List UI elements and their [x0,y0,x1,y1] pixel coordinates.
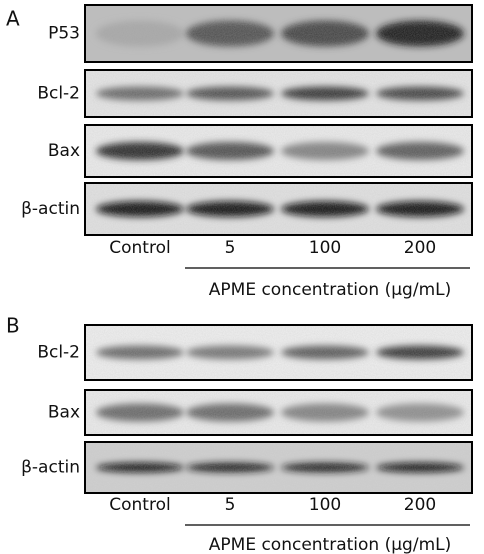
lane-label: 5 [225,495,236,515]
row-label: Bcl-2 [37,343,80,363]
row-label: P53 [48,24,80,44]
blot-frame [84,124,473,178]
row-label: Bcl-2 [37,84,80,104]
lane-label: 100 [309,238,341,258]
row-label: β-actin [21,458,80,478]
blot-noise [85,325,472,380]
blot-strip [84,69,473,118]
blot-noise [85,70,472,117]
blot-noise [85,125,472,177]
x-axis-label: APME concentration (μg/mL) [209,535,451,554]
blot-frame [84,182,473,236]
blot-noise [85,390,472,435]
blot-noise [85,442,472,493]
row-label: β-actin [21,199,80,219]
blot-frame [84,324,473,381]
blot-noise [85,183,472,235]
blot-frame [84,389,473,436]
blot-strip [84,4,473,63]
blot-strip [84,389,473,436]
blot-noise [85,5,472,62]
blot-strip [84,441,473,494]
lane-label: 200 [404,495,436,515]
row-label: Bax [48,141,80,161]
lane-label: Control [109,495,170,515]
lane-label: 5 [225,238,236,258]
lane-label: 100 [309,495,341,515]
blot-strip [84,124,473,178]
blot-frame [84,441,473,494]
panel-label: A [6,7,20,31]
blot-frame [84,69,473,118]
blot-strip [84,324,473,381]
panel-label: B [6,314,20,338]
blot-frame [84,4,473,63]
blot-strip [84,182,473,236]
row-label: Bax [48,403,80,423]
x-axis-label: APME concentration (μg/mL) [209,280,451,300]
lane-label: 200 [404,238,436,258]
lane-label: Control [109,238,170,258]
